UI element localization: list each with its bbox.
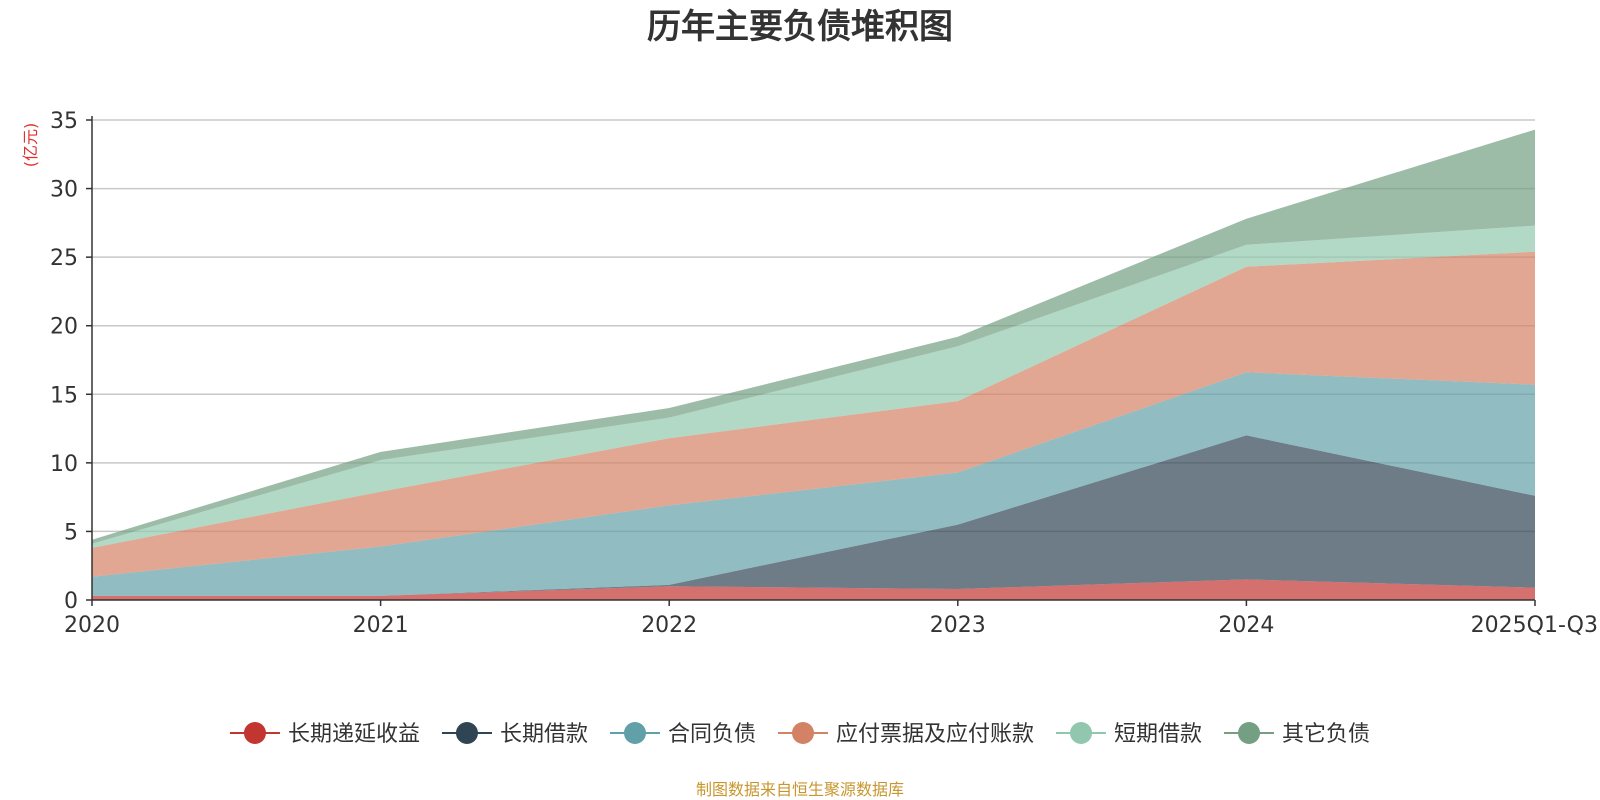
y-tick-label: 0 xyxy=(64,589,78,614)
x-tick-label: 2020 xyxy=(64,613,120,638)
legend-marker-icon xyxy=(792,722,814,744)
legend-label: 长期递延收益 xyxy=(288,722,420,747)
legend-label: 其它负债 xyxy=(1282,722,1370,747)
x-tick-label: 2023 xyxy=(930,613,986,638)
x-tick-label: 2025Q1-Q3 xyxy=(1471,613,1598,638)
legend-marker-icon xyxy=(455,722,478,744)
x-tick-label: 2022 xyxy=(641,613,697,638)
legend-item-1[interactable]: 长期借款 xyxy=(441,722,588,747)
y-tick-label: 5 xyxy=(64,520,78,545)
area-series-2[interactable] xyxy=(92,372,1535,596)
legend-label: 合同负债 xyxy=(668,722,756,747)
legend-marker-icon xyxy=(623,722,646,744)
legend-item-2[interactable]: 合同负债 xyxy=(609,722,756,747)
y-tick-label: 30 xyxy=(50,178,78,203)
y-tick-label: 25 xyxy=(50,246,78,271)
y-tick-label: 10 xyxy=(50,452,78,477)
area-series-0[interactable] xyxy=(92,579,1535,600)
chart-title: 历年主要负债堆积图 xyxy=(647,7,953,47)
y-axis-unit-label: (亿元) xyxy=(21,123,40,168)
y-tick-label: 35 xyxy=(50,109,78,134)
axes: 0 5 10 15 20 25 30 35 2020 2021 2022 2023 2024 2025Q1… xyxy=(50,109,1598,638)
area-series xyxy=(92,129,1535,600)
x-tick-label: 2024 xyxy=(1218,613,1274,638)
y-tick-label: 15 xyxy=(50,383,78,408)
legend[interactable]: 长期递延收益 长期借款 合同负债 应付票据及应付账款 短期借款 其它负债 xyxy=(229,722,1370,747)
legend-marker-icon xyxy=(1070,722,1093,744)
area-series-3[interactable] xyxy=(92,251,1535,577)
y-tick-label: 20 xyxy=(50,315,78,340)
legend-item-0[interactable]: 长期递延收益 xyxy=(229,722,420,747)
legend-item-3[interactable]: 应付票据及应付账款 xyxy=(778,722,1034,747)
data-source-note: 制图数据来自恒生聚源数据库 xyxy=(696,780,904,799)
area-series-1[interactable] xyxy=(92,435,1535,596)
legend-marker-icon xyxy=(1238,722,1261,744)
legend-label: 应付票据及应付账款 xyxy=(836,722,1034,747)
legend-item-4[interactable]: 短期借款 xyxy=(1056,722,1202,747)
legend-label: 短期借款 xyxy=(1114,722,1202,747)
legend-item-5[interactable]: 其它负债 xyxy=(1224,722,1370,747)
legend-label: 长期借款 xyxy=(500,722,588,747)
x-tick-label: 2021 xyxy=(353,613,409,638)
area-series-4[interactable] xyxy=(92,225,1535,548)
legend-marker-icon xyxy=(243,722,266,744)
